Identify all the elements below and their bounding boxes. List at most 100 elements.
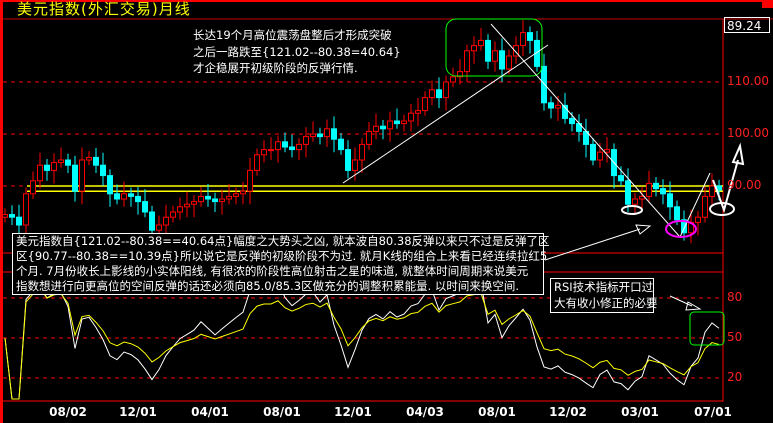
candle	[653, 177, 659, 197]
candle-body	[65, 159, 71, 166]
candle	[576, 114, 582, 142]
candle-body	[37, 164, 43, 182]
candle-body	[114, 193, 120, 200]
candle	[296, 138, 302, 160]
candle-body	[436, 89, 442, 99]
analysis-textbox: 美元指数自{121.02--80.38==40.64点}幅度之大势头之凶, 就本…	[12, 233, 550, 295]
candle-body	[324, 128, 330, 138]
candle	[93, 148, 99, 173]
candle	[310, 121, 316, 142]
candle-body	[534, 39, 540, 67]
candle-body	[394, 120, 400, 125]
x-tick-label: 07/01	[694, 405, 732, 419]
candle	[471, 36, 477, 64]
candle	[2, 208, 8, 223]
candle	[415, 98, 421, 127]
candle	[688, 209, 694, 244]
candle-body	[233, 193, 239, 197]
candle-body	[331, 128, 337, 140]
candle-body	[352, 159, 358, 171]
note-line: 大有收小修正的必要	[554, 296, 658, 310]
note-line: 个月. 7月份收长上影线的小实体阳线, 有很浓的阶段性高位射击之星的味道, 就整…	[16, 264, 529, 278]
x-tick-label: 04/03	[406, 405, 444, 419]
candle-body	[107, 175, 113, 195]
candle-body	[401, 120, 407, 125]
candle	[128, 187, 134, 207]
rebound-line	[679, 172, 711, 238]
note-line: 长达19个月高位震荡盘整后才形成突破	[193, 28, 392, 42]
candle	[506, 49, 512, 75]
candle-body	[268, 149, 274, 152]
candle	[268, 137, 274, 160]
candle	[58, 147, 64, 168]
note-line: 美元指数自{121.02--80.38==40.64点}幅度之大势头之凶, 就本…	[16, 234, 550, 248]
candle-body	[618, 175, 624, 182]
candle-body	[478, 39, 484, 47]
candle-body	[240, 190, 246, 195]
candle	[86, 151, 92, 166]
candle	[331, 116, 337, 153]
candle	[205, 183, 211, 207]
candle	[562, 92, 568, 124]
x-tick-label: 08/01	[478, 405, 516, 419]
candle-body	[471, 45, 477, 52]
candle-body	[261, 149, 267, 156]
candle	[198, 187, 204, 207]
candle	[387, 111, 393, 142]
note-top: 长达19个月高位震荡盘整后才形成突破 之后一路跌至{121.02--80.38=…	[193, 27, 401, 77]
candle-body	[457, 71, 463, 78]
candle-body	[527, 32, 533, 41]
candle-body	[289, 146, 295, 151]
candle	[590, 138, 596, 166]
candle-body	[590, 143, 596, 161]
candle	[373, 113, 379, 140]
candle-body	[205, 195, 211, 200]
v-arrow	[712, 159, 739, 214]
candle	[177, 197, 183, 220]
corner-block	[762, 0, 773, 8]
candle	[632, 192, 638, 215]
candle	[646, 170, 652, 202]
candle	[72, 155, 78, 202]
candle-body	[16, 216, 22, 226]
candle	[303, 127, 309, 158]
current-price: 89.24	[724, 17, 770, 33]
arrow-head-up-icon	[731, 142, 745, 166]
candle	[443, 75, 449, 111]
pointer-arrow	[544, 228, 641, 261]
candle-body	[380, 125, 386, 130]
left-border	[0, 0, 3, 423]
candle-body	[149, 211, 155, 231]
candle	[9, 205, 15, 225]
note-line: 区{90.77--80.38==10.39点}所以说它是反弹的初级阶段不为过. …	[16, 249, 548, 263]
candle-body	[499, 50, 505, 70]
rsi-pointer-arrow	[669, 295, 693, 307]
x-tick-label: 08/02	[49, 405, 87, 419]
candle	[527, 26, 533, 54]
candle-body	[597, 151, 603, 161]
price-tick-label: 110.00	[727, 74, 769, 88]
candle	[16, 204, 22, 236]
candle-body	[212, 198, 218, 203]
candle	[240, 181, 246, 205]
candle-body	[548, 102, 554, 109]
candle-body	[492, 50, 498, 62]
candle-body	[667, 193, 673, 208]
arrow-head-icon	[635, 224, 652, 235]
candle-body	[282, 141, 288, 148]
candle-body	[632, 198, 638, 205]
candle-body	[23, 193, 29, 226]
candle	[548, 96, 554, 119]
candle-body	[9, 214, 15, 218]
note-line: 指数想进行向更高位的空间反弹的话还必须向85.0/85.3区做充分的调整积累能量…	[16, 279, 520, 293]
candle-body	[310, 133, 316, 138]
candle-body	[520, 32, 526, 47]
candle	[121, 181, 127, 207]
candle-body	[366, 130, 372, 145]
candle	[513, 36, 519, 64]
candle	[317, 127, 323, 145]
candle-body	[44, 164, 50, 171]
candle	[583, 118, 589, 158]
candle-body	[646, 182, 652, 197]
candle	[345, 140, 351, 179]
